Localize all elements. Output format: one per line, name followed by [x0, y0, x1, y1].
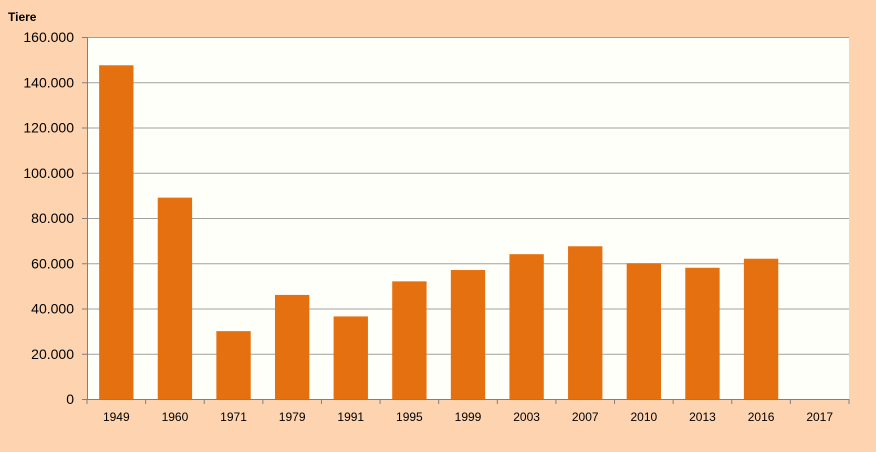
- bar-1971: [216, 331, 251, 399]
- x-tick-labels: 1949 1960 1971 1979 1991 1995 1999 2003 2007 2010…: [103, 410, 833, 424]
- y-tick-label: 20.000: [31, 346, 74, 362]
- x-tick-label: 1991: [337, 410, 364, 424]
- x-tick-label: 1949: [103, 410, 130, 424]
- x-tick-label: 2017: [806, 410, 833, 424]
- y-tick-label: 40.000: [31, 301, 74, 317]
- x-tick-label: 2013: [689, 410, 716, 424]
- bar-2003: [509, 254, 544, 399]
- bar-1991: [333, 316, 368, 399]
- bars: [99, 65, 779, 399]
- y-tick-label: 0: [66, 391, 74, 407]
- bar-2016: [743, 258, 779, 399]
- x-tick-label: 1995: [396, 410, 423, 424]
- bar-2007: [568, 246, 603, 399]
- x-tick-label: 2007: [572, 410, 599, 424]
- bar-1949: [99, 65, 134, 399]
- x-tick-label: 1999: [455, 410, 482, 424]
- bar-2010: [626, 263, 662, 399]
- y-tick-label: 80.000: [31, 210, 74, 226]
- x-tick-label: 1960: [162, 410, 189, 424]
- y-tick-label: 120.000: [23, 120, 74, 136]
- bar-1995: [392, 281, 427, 399]
- y-tick-label: 160.000: [23, 29, 74, 45]
- y-tick-label: 100.000: [23, 165, 74, 181]
- y-axis-label: Tiere: [8, 10, 37, 24]
- x-tick-label: 1979: [279, 410, 306, 424]
- x-tick-label: 2016: [748, 410, 775, 424]
- x-tick-label: 1971: [220, 410, 247, 424]
- bar-1999: [450, 270, 486, 399]
- y-tick-label: 60.000: [31, 255, 74, 271]
- x-tick-label: 2010: [630, 410, 657, 424]
- x-tick-label: 2003: [513, 410, 540, 424]
- bar-2013: [685, 267, 720, 399]
- axes: [82, 37, 850, 404]
- bar-1979: [274, 294, 310, 399]
- y-tick-labels: 0 20.000 40.000 60.000 80.000 100.000 120.000 1…: [23, 29, 74, 407]
- bar-1960: [157, 197, 193, 399]
- y-tick-label: 140.000: [23, 74, 74, 90]
